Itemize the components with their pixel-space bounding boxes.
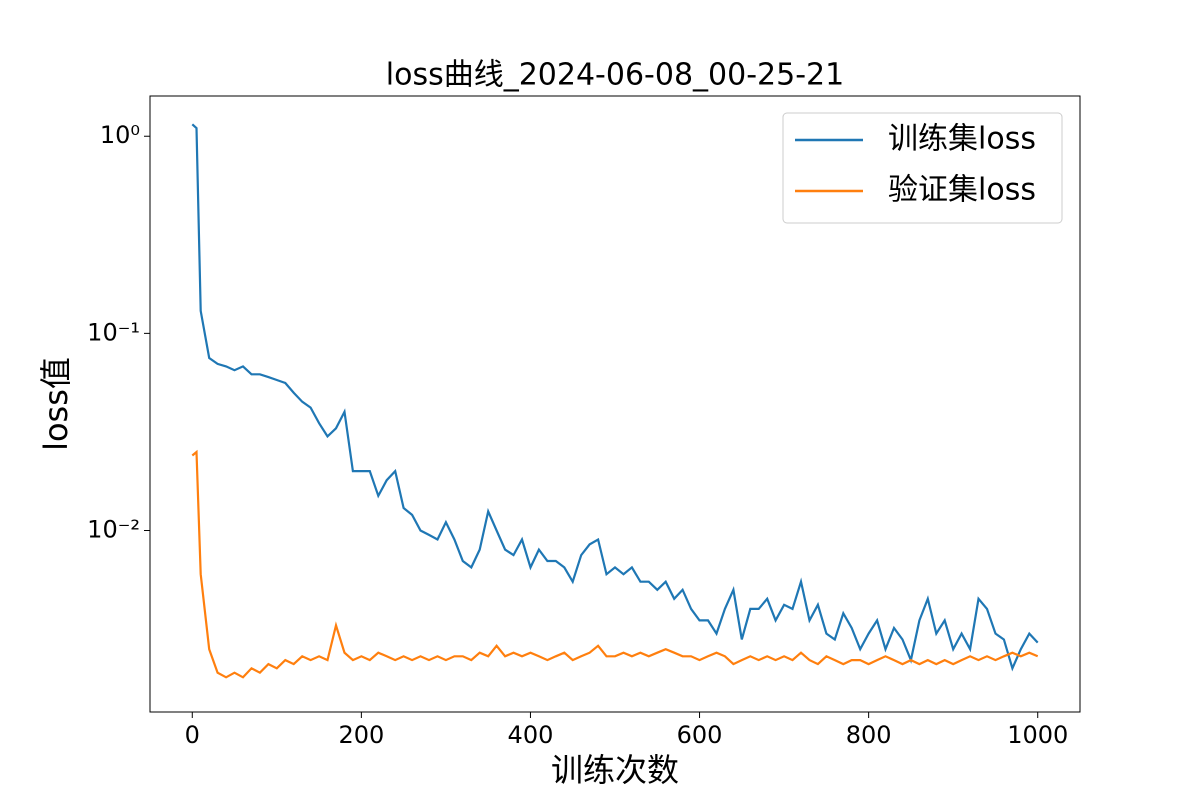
legend-label: 验证集loss bbox=[888, 173, 1036, 208]
x-tick-label: 600 bbox=[677, 721, 723, 749]
y-tick-label: 10⁻² bbox=[87, 515, 140, 543]
x-tick-label: 800 bbox=[846, 721, 892, 749]
legend-label: 训练集loss bbox=[888, 122, 1036, 157]
chart-title: loss曲线_2024-06-08_00-25-21 bbox=[386, 58, 844, 93]
x-tick-label: 400 bbox=[508, 721, 554, 749]
x-tick-label: 0 bbox=[185, 721, 200, 749]
y-tick-label: 10⁰ bbox=[100, 121, 140, 149]
x-axis-label: 训练次数 bbox=[551, 751, 679, 789]
x-tick-label: 1000 bbox=[1007, 721, 1068, 749]
data-line bbox=[191, 123, 1039, 672]
x-tick-label: 200 bbox=[338, 721, 384, 749]
y-tick-label: 10⁻¹ bbox=[87, 318, 140, 346]
y-axis-label: loss值 bbox=[37, 357, 75, 451]
data-line bbox=[191, 449, 1039, 679]
plot-area bbox=[149, 95, 1081, 713]
